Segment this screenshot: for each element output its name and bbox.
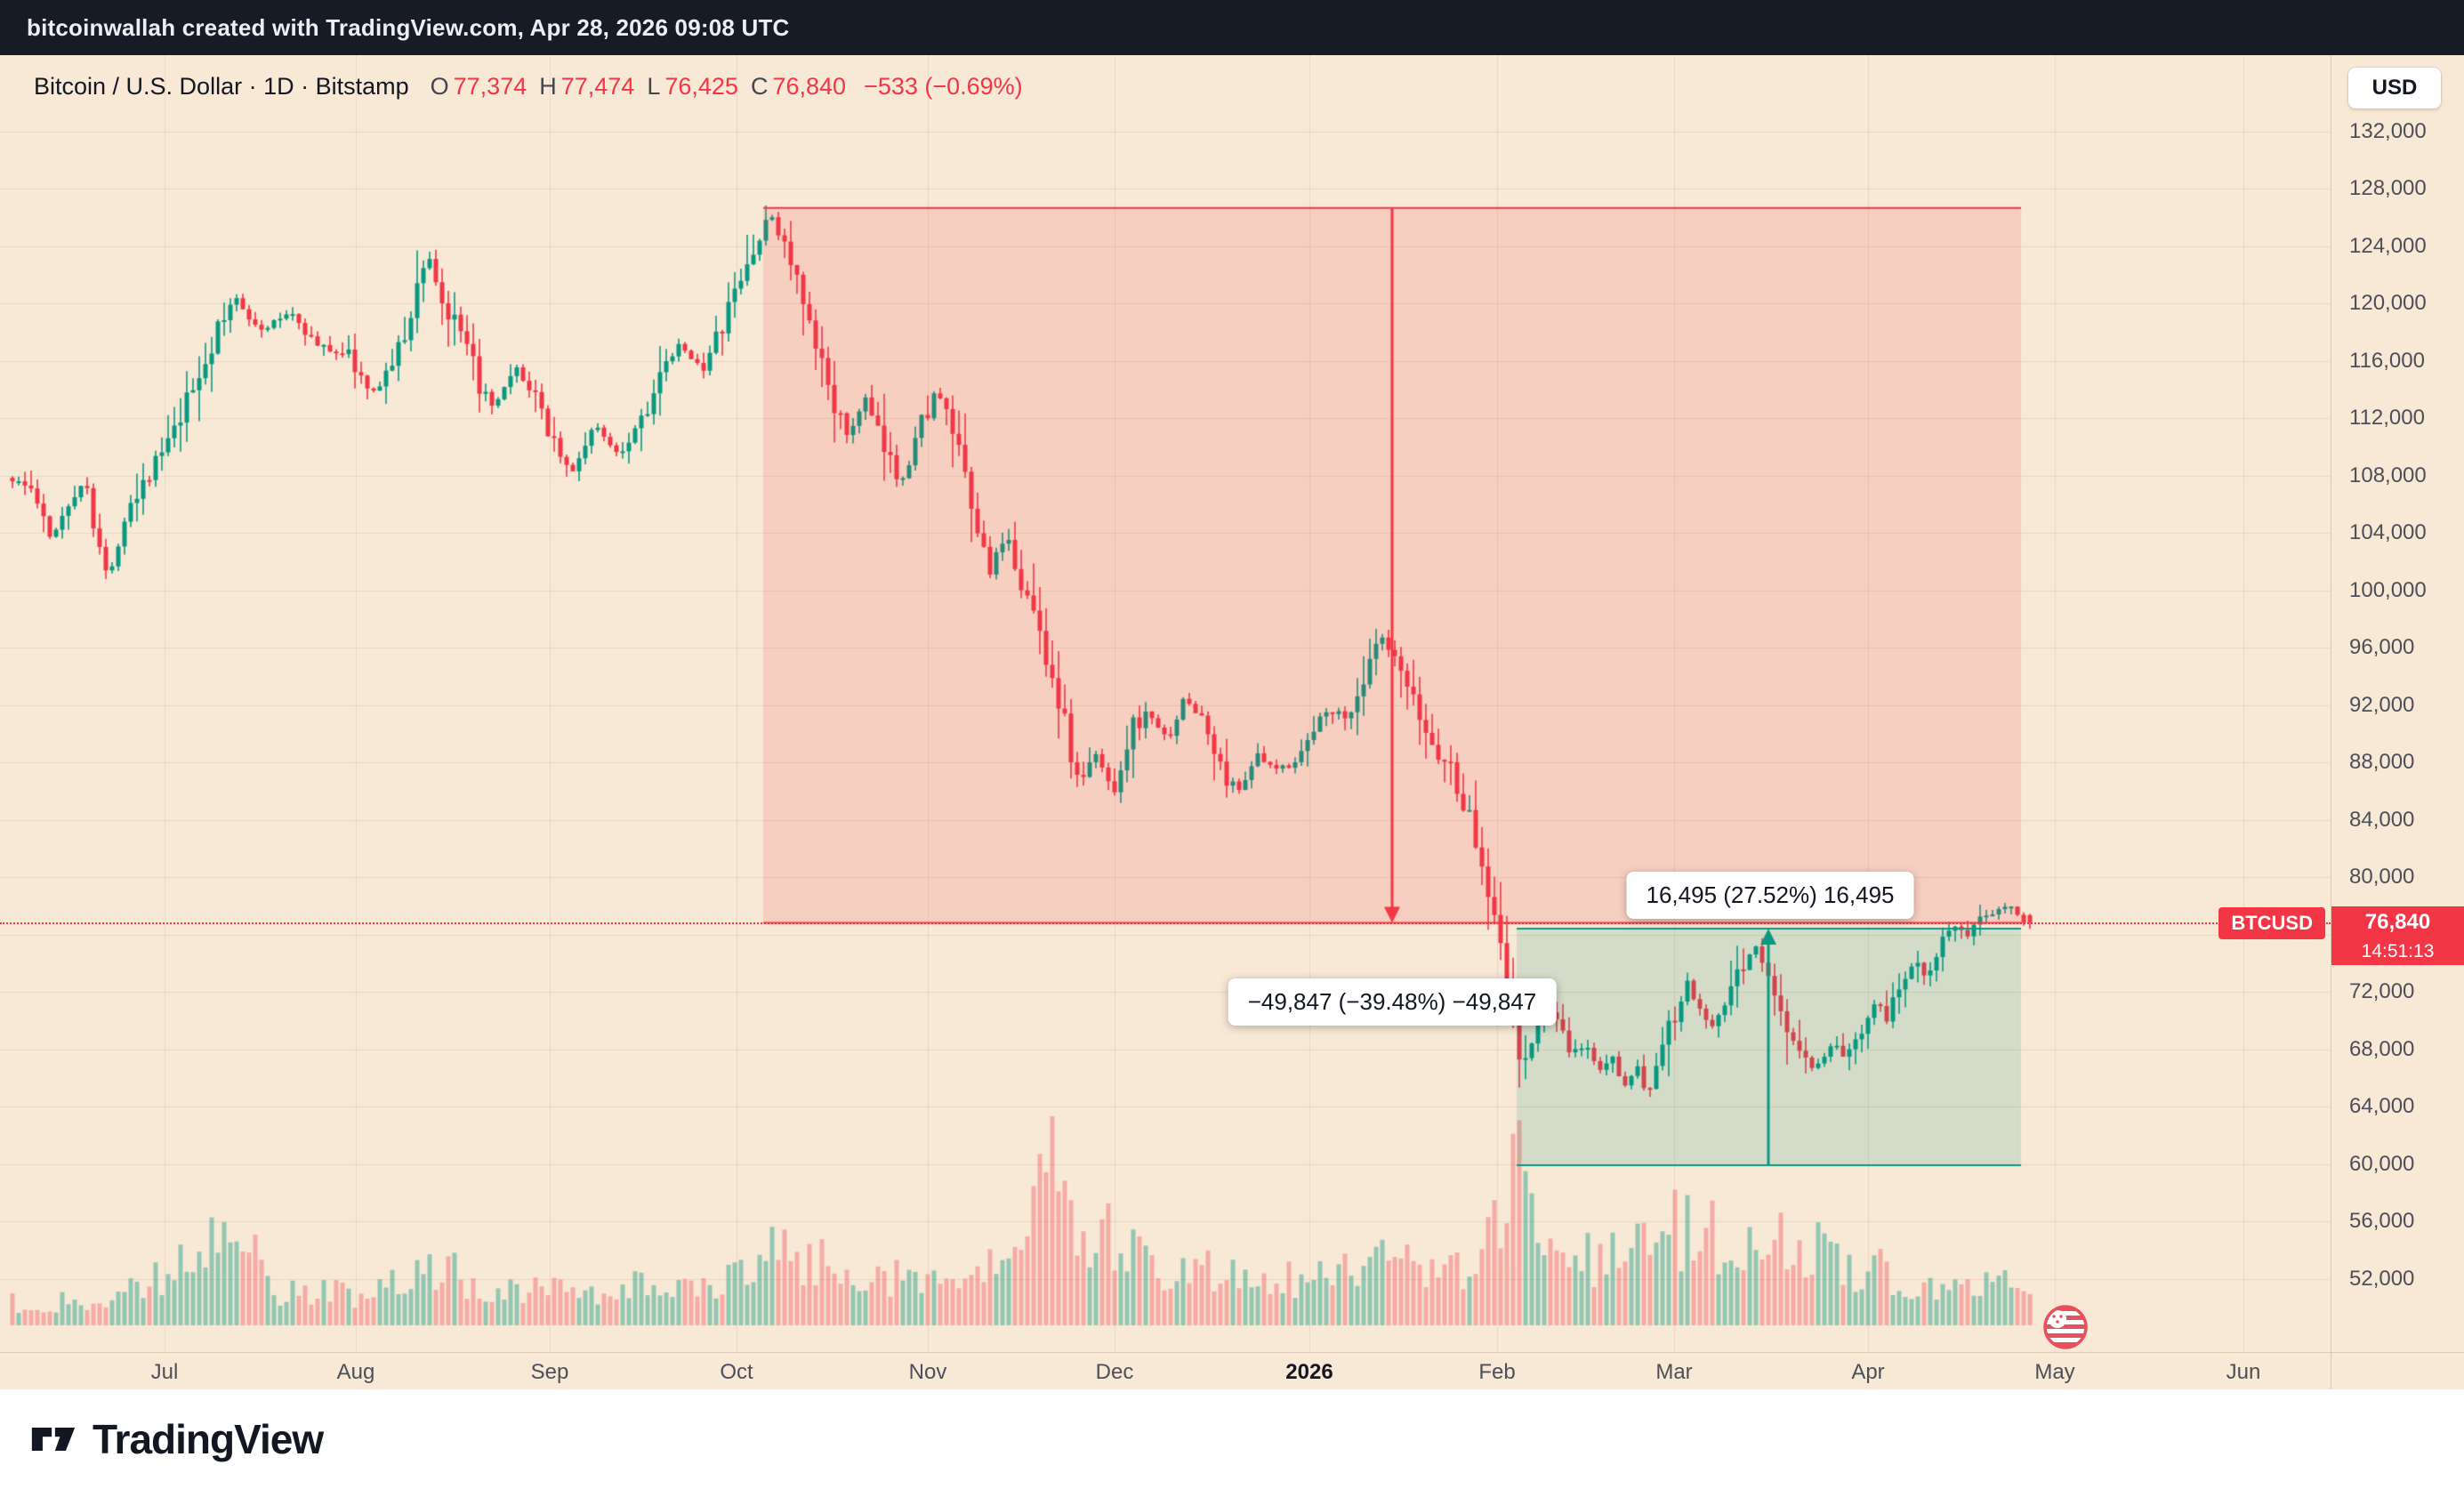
current-price-line (0, 922, 2331, 925)
bar-countdown-badge: 14:51:13 (2331, 938, 2464, 966)
price-tick-label: 116,000 (2349, 348, 2425, 373)
ohlc-low: L 76,425 (647, 73, 738, 100)
price-tick-label: 132,000 (2349, 118, 2427, 143)
time-tick-label: Jul (150, 1360, 179, 1384)
last-price-badge: 76,840 (2331, 906, 2464, 939)
price-tick-label: 124,000 (2349, 233, 2427, 258)
time-tick-label: Sep (530, 1360, 569, 1384)
measure-up-label[interactable]: 16,495 (27.52%) 16,495 (1626, 872, 1914, 919)
price-tick-label: 68,000 (2349, 1036, 2415, 1061)
price-tick-label: 128,000 (2349, 176, 2427, 201)
price-tick-label: 52,000 (2349, 1266, 2415, 1291)
price-tick-label: 56,000 (2349, 1209, 2415, 1234)
symbol-title[interactable]: Bitcoin / U.S. Dollar · 1D · Bitstamp (34, 73, 409, 100)
footer: TradingView (0, 1389, 2464, 1489)
time-tick-label: Aug (336, 1360, 375, 1384)
price-change: −533 (−0.69%) (864, 73, 1023, 100)
symbol-header[interactable]: Bitcoin / U.S. Dollar · 1D · Bitstamp O … (34, 73, 1023, 101)
chart-pane: Bitcoin / U.S. Dollar · 1D · Bitstamp O … (0, 55, 2464, 1389)
price-tick-label: 104,000 (2349, 520, 2427, 545)
time-tick-label: Apr (1851, 1360, 1885, 1384)
time-tick-label: Feb (1478, 1360, 1516, 1384)
time-tick-label: May (2034, 1360, 2075, 1384)
price-tick-label: 60,000 (2349, 1151, 2415, 1176)
time-tick-label: Nov (908, 1360, 947, 1384)
price-tick-label: 120,000 (2349, 291, 2427, 316)
attribution-bar: bitcoinwallah created with TradingView.c… (0, 0, 2464, 55)
price-tick-label: 80,000 (2349, 865, 2415, 889)
time-tick-label: Mar (1655, 1360, 1693, 1384)
price-tick-label: 108,000 (2349, 463, 2427, 487)
time-tick-label: Oct (720, 1360, 753, 1384)
time-tick-label: 2026 (1285, 1360, 1333, 1384)
price-axis[interactable]: 132,000 128,000 124,000 120,000 116,000 112,0… (2331, 55, 2464, 1389)
time-tick-label: Jun (2226, 1360, 2261, 1384)
symbol-price-label: BTCUSD (2218, 907, 2325, 940)
tradingview-logo-icon[interactable] (30, 1416, 76, 1462)
price-tick-label: 100,000 (2349, 577, 2427, 602)
ohlc-open: O 77,374 (430, 73, 527, 100)
price-tick-label: 112,000 (2349, 406, 2425, 431)
time-axis[interactable]: Jul Aug Sep Oct Nov Dec 2026 Feb Mar Apr May Jun (0, 1352, 2464, 1389)
price-tick-label: 92,000 (2349, 692, 2415, 717)
currency-usd-button[interactable]: USD (2348, 68, 2441, 109)
attribution-text: bitcoinwallah created with TradingView.c… (27, 13, 790, 41)
ohlc-close: C 76,840 (750, 73, 847, 100)
price-tick-label: 88,000 (2349, 750, 2415, 775)
time-tick-label: Dec (1095, 1360, 1134, 1384)
candlestick-chart-canvas[interactable] (0, 55, 2331, 1352)
us-flag-logo (2043, 1305, 2088, 1349)
measure-down-label[interactable]: −49,847 (−39.48%) −49,847 (1228, 978, 1557, 1026)
price-tick-label: 72,000 (2349, 979, 2415, 1004)
price-tick-label: 64,000 (2349, 1094, 2415, 1119)
price-tick-label: 84,000 (2349, 807, 2415, 832)
ohlc-high: H 77,474 (539, 73, 635, 100)
price-tick-label: 96,000 (2349, 635, 2415, 660)
tradingview-wordmark[interactable]: TradingView (93, 1416, 324, 1462)
